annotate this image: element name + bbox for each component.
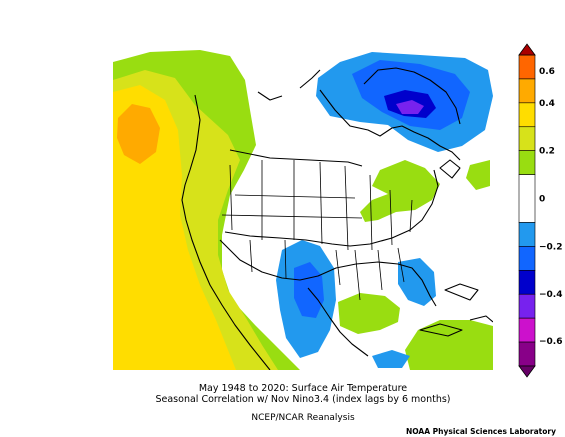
colorbar-bin-8 xyxy=(518,270,536,295)
positive-field-atlantic xyxy=(338,293,400,334)
colorbar-bin-6 xyxy=(518,222,536,247)
colorbar-bin-11 xyxy=(518,341,536,367)
negative-field-hudson-peak xyxy=(396,100,424,114)
figure-title-line2: Seasonal Correlation w/ Nov Nino3.4 (ind… xyxy=(155,394,450,405)
map-panel xyxy=(113,45,493,370)
colorbar-tick-label: 0.6 xyxy=(539,67,555,77)
negative-field-southeast xyxy=(398,258,436,306)
colorbar-bin-2 xyxy=(518,102,536,128)
colorbar-bin-7 xyxy=(518,246,536,271)
colorbar-bin-0 xyxy=(518,54,536,80)
figure-title-line1: May 1948 to 2020: Surface Air Temperatur… xyxy=(199,383,407,394)
colorbar-tick-label: 0 xyxy=(539,195,545,205)
colorbar-tick-label: 0.4 xyxy=(539,99,555,109)
colorbar-tick-label: 0.2 xyxy=(539,147,555,157)
colorbar-top-arrow xyxy=(518,43,536,56)
positive-field-northeast xyxy=(360,160,440,222)
colorbar-tick-label: −0.6 xyxy=(539,337,562,347)
positive-field-pacific-core xyxy=(117,104,160,164)
colorbar-bin-1 xyxy=(518,78,536,104)
positive-field-labrador xyxy=(466,160,490,190)
figure-source: NCEP/NCAR Reanalysis xyxy=(251,413,355,423)
coastlines xyxy=(181,67,493,370)
positive-field-lower-right xyxy=(405,320,493,370)
colorbar-bin-10 xyxy=(518,317,536,343)
negative-field-caribbean xyxy=(372,350,410,368)
colorbar-bin-3 xyxy=(518,126,536,151)
state-borders xyxy=(221,160,413,301)
figure-credit: NOAA Physical Sciences Laboratory xyxy=(406,427,556,436)
colorbar-tick-label: −0.4 xyxy=(539,290,562,300)
colorbar-bin-5 xyxy=(518,174,536,223)
colorbar-bottom-arrow xyxy=(518,365,536,378)
colorbar-tick-label: −0.2 xyxy=(539,242,562,252)
colorbar-bin-9 xyxy=(518,293,536,319)
colorbar-bin-4 xyxy=(518,150,536,175)
colorbar: 0.6 0.4 0.2 0 −0.2 −0.4 −0.6 xyxy=(518,43,562,378)
